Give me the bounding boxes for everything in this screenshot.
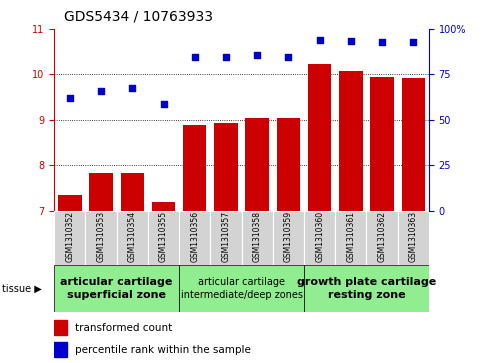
Bar — [308, 64, 331, 211]
Bar — [339, 71, 362, 211]
Bar — [214, 123, 238, 211]
Text: GSM1310353: GSM1310353 — [97, 211, 106, 262]
Text: percentile rank within the sample: percentile rank within the sample — [75, 345, 251, 355]
Bar — [54, 320, 68, 335]
Bar — [335, 211, 366, 265]
Bar — [117, 211, 148, 265]
Bar — [54, 342, 68, 357]
Text: GSM1310357: GSM1310357 — [221, 211, 230, 262]
Bar — [121, 173, 144, 211]
Bar — [58, 195, 81, 211]
Bar — [366, 211, 398, 265]
Bar — [179, 265, 304, 312]
Point — [378, 39, 386, 45]
Bar — [246, 118, 269, 211]
Bar — [183, 125, 207, 211]
Bar — [304, 211, 335, 265]
Text: GSM1310362: GSM1310362 — [378, 211, 387, 262]
Bar — [54, 211, 85, 265]
Bar — [152, 203, 175, 211]
Point — [347, 38, 355, 44]
Text: GSM1310354: GSM1310354 — [128, 211, 137, 262]
Bar — [242, 211, 273, 265]
Point — [253, 52, 261, 58]
Point — [128, 85, 136, 91]
Text: GSM1310355: GSM1310355 — [159, 211, 168, 262]
Text: GSM1310359: GSM1310359 — [284, 211, 293, 262]
Point — [97, 88, 105, 94]
Text: tissue ▶: tissue ▶ — [2, 284, 42, 294]
Text: growth plate cartilage
resting zone: growth plate cartilage resting zone — [297, 277, 436, 300]
Bar — [54, 265, 179, 312]
Point — [160, 101, 168, 107]
Text: GDS5434 / 10763933: GDS5434 / 10763933 — [64, 9, 213, 24]
Text: GSM1310363: GSM1310363 — [409, 211, 418, 262]
Bar — [304, 265, 429, 312]
Point — [66, 95, 74, 101]
Bar — [273, 211, 304, 265]
Text: GSM1310352: GSM1310352 — [66, 211, 74, 262]
Bar — [370, 77, 394, 211]
Point — [409, 39, 417, 45]
Bar — [148, 211, 179, 265]
Text: articular cartilage
superficial zone: articular cartilage superficial zone — [61, 277, 173, 300]
Text: transformed count: transformed count — [75, 323, 172, 333]
Text: GSM1310358: GSM1310358 — [253, 211, 262, 262]
Bar — [89, 173, 113, 211]
Bar — [179, 211, 211, 265]
Point — [191, 54, 199, 60]
Text: GSM1310361: GSM1310361 — [347, 211, 355, 262]
Text: articular cartilage
intermediate/deep zones: articular cartilage intermediate/deep zo… — [180, 277, 303, 300]
Text: GSM1310356: GSM1310356 — [190, 211, 199, 262]
Point — [284, 54, 292, 60]
Text: GSM1310360: GSM1310360 — [315, 211, 324, 262]
Bar — [277, 118, 300, 211]
Point — [316, 37, 323, 43]
Bar — [402, 78, 425, 211]
Bar — [211, 211, 242, 265]
Point — [222, 54, 230, 60]
Bar — [85, 211, 117, 265]
Bar — [398, 211, 429, 265]
